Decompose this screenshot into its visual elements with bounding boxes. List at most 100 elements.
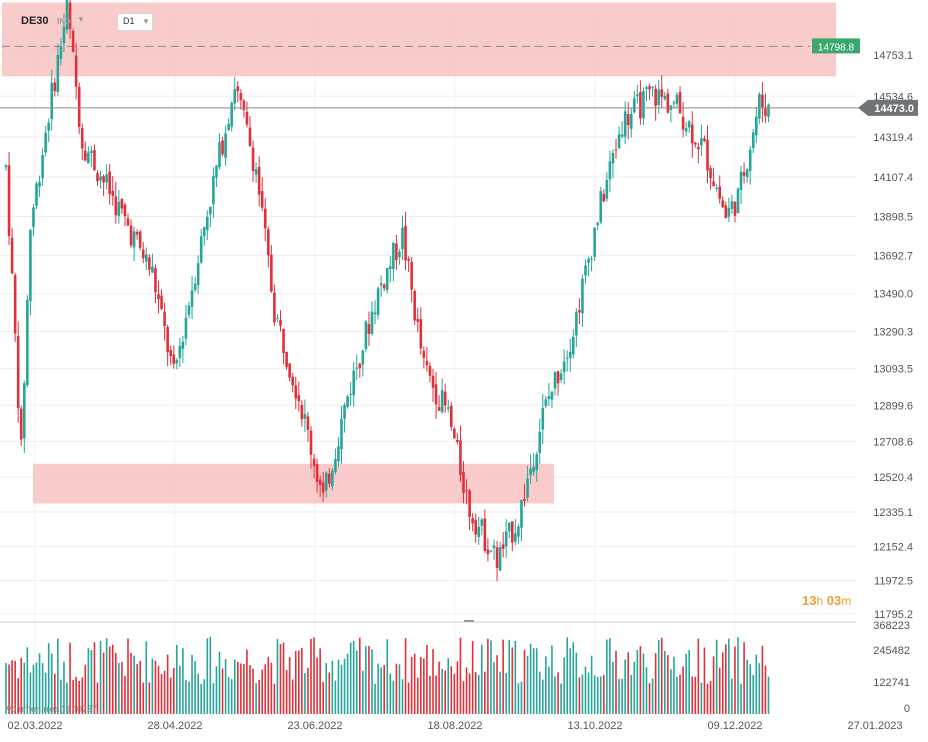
volume-bar (712, 656, 715, 714)
candle-body (251, 147, 255, 172)
candle-body (706, 139, 709, 171)
volume-bar (359, 637, 361, 714)
volume-bar (331, 660, 334, 714)
candle-body (471, 518, 474, 524)
candle-body (480, 519, 484, 526)
candle-body (501, 544, 505, 549)
candle-body (376, 288, 380, 315)
candle-body (212, 176, 215, 205)
candle-body (242, 100, 246, 111)
candle-body (572, 336, 575, 355)
candle-body (303, 414, 307, 419)
volume-bar (41, 663, 44, 714)
candle-body (751, 132, 755, 149)
volume-bar (725, 644, 727, 714)
volume-bar (96, 682, 99, 714)
price-tick-label: 12520.4 (873, 472, 913, 484)
volume-bar (453, 673, 456, 714)
volume-bar (569, 648, 572, 714)
candle-body (202, 226, 206, 237)
volume-bar (752, 674, 755, 714)
symbol-label[interactable]: DE30 (21, 15, 49, 27)
volume-bar (255, 683, 257, 714)
candle-body (23, 383, 26, 439)
candle-body (511, 521, 514, 543)
volume-bar (267, 656, 270, 714)
volume-bar (575, 652, 578, 714)
date-tick-label: 23.06.2022 (287, 720, 342, 732)
candle-body (62, 26, 66, 44)
volume-bar (23, 662, 26, 714)
candle-body (68, 2, 72, 29)
chevron-down-icon[interactable]: ▼ (77, 15, 85, 24)
volume-bar (11, 660, 13, 714)
candle-body (489, 550, 493, 552)
volume-bar (618, 678, 620, 714)
candle-body (236, 86, 240, 92)
candle-body (361, 350, 365, 365)
volume-bar (81, 677, 84, 714)
timeframe-select[interactable]: D1 ▼ (117, 13, 153, 31)
candle-body (739, 171, 743, 190)
volume-bar (362, 670, 364, 714)
price-tick-label: 14753.1 (873, 50, 913, 62)
volume-bar (761, 645, 764, 714)
volume-bar (499, 671, 501, 714)
volume-bar (496, 655, 498, 714)
volume-bar (639, 646, 642, 714)
volume-bar (648, 683, 651, 714)
candle-body (193, 283, 197, 291)
candle-body (498, 547, 502, 571)
volume-bar (755, 654, 758, 714)
volume-bar (606, 639, 608, 714)
volume-bar (200, 683, 202, 714)
volume-bar (14, 660, 16, 714)
volume-bar (538, 671, 541, 714)
candle-body (758, 94, 761, 119)
candle-body (413, 291, 416, 321)
candle-body (526, 478, 529, 498)
volume-bar (511, 647, 514, 714)
volume-bar (615, 650, 617, 714)
candle-body (660, 89, 664, 97)
candle-body (626, 114, 630, 126)
candle-body (117, 201, 121, 216)
candle-body (209, 206, 212, 215)
volume-bar (221, 668, 224, 714)
candle-body (105, 174, 108, 183)
volume-bar (154, 660, 157, 714)
volume-bar (252, 668, 254, 714)
volume-bar (166, 654, 169, 714)
volume-bar (316, 657, 318, 714)
volume-bar (578, 677, 581, 714)
candle-body (401, 227, 404, 250)
candle-body (123, 204, 127, 217)
candle-body (227, 123, 230, 131)
volume-bar (121, 661, 123, 714)
candle-body (681, 116, 685, 130)
volume-bar (621, 678, 623, 714)
volume-bar (102, 652, 105, 714)
candle-body (568, 351, 572, 359)
candle-body (755, 116, 758, 136)
volume-bar (142, 682, 145, 714)
candle-body (324, 472, 328, 491)
volume-bar (93, 642, 96, 714)
candle-body (605, 180, 609, 199)
candle-body (379, 283, 383, 286)
volume-bar (599, 676, 602, 714)
candle-body (434, 384, 438, 405)
volume-bar (709, 680, 712, 714)
candle-body (633, 98, 636, 113)
volume-bar (462, 681, 465, 714)
candle-body (90, 150, 93, 153)
volume-bar (468, 673, 471, 714)
volume-bar (191, 654, 193, 714)
candle-body (459, 440, 462, 476)
candle-body (44, 132, 47, 153)
volume-bar (477, 675, 480, 714)
candle-body (614, 149, 618, 151)
candle-body (276, 317, 279, 319)
